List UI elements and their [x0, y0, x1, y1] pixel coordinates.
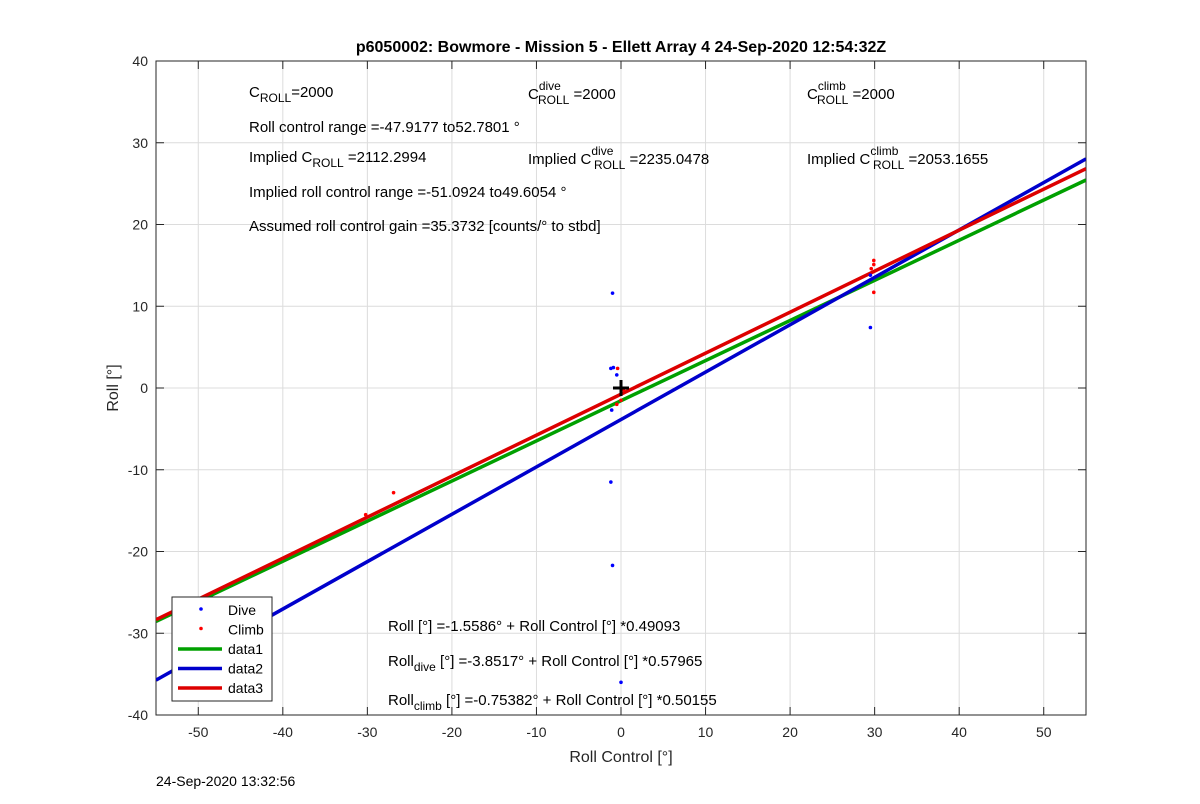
- dive-point: [619, 680, 623, 685]
- c-roll-climb-annotation: Cclimb ROLL =2000: [807, 79, 895, 107]
- x-tick-label: -50: [188, 724, 208, 740]
- legend-climb-swatch: [199, 626, 203, 631]
- x-tick-label: 10: [698, 724, 714, 740]
- origin-marker: [613, 380, 629, 396]
- y-tick-label: 40: [132, 53, 148, 69]
- fit-climb-annotation: Rollclimb [°] =-0.75382° + Roll Control …: [388, 692, 717, 713]
- gain-annotation: Assumed roll control gain =35.3732 [coun…: [249, 218, 601, 235]
- implied-c-roll-climb-annotation: Implied Cclimb ROLL =2053.1655: [807, 144, 988, 172]
- x-tick-label: 40: [951, 724, 967, 740]
- y-tick-label: 20: [132, 217, 148, 233]
- x-tick-label: 50: [1036, 724, 1052, 740]
- climb-point: [619, 398, 623, 403]
- ticks: -50 -40 -30 -20 -10 0 10 20 30 40 50 -40 -30 -20 -10 0 1…: [128, 53, 1086, 740]
- x-tick-label: 30: [867, 724, 883, 740]
- chart-title: p6050002: Bowmore - Mission 5 - Ellett A…: [356, 39, 887, 56]
- y-tick-label: 30: [132, 135, 148, 151]
- fit-dive-annotation: Rolldive [°] =-3.8517° + Roll Control [°…: [388, 653, 702, 674]
- x-tick-label: -30: [357, 724, 377, 740]
- climb-point: [871, 262, 876, 267]
- legend-data1-label: data1: [228, 641, 263, 657]
- legend-data2-label: data2: [228, 661, 263, 677]
- x-tick-label: -10: [526, 724, 546, 740]
- legend-dive-label: Dive: [228, 602, 256, 618]
- dive-point: [611, 365, 616, 370]
- fit-all-annotation: Roll [°] =-1.5586° + Roll Control [°] *0…: [388, 618, 680, 635]
- x-axis-label: Roll Control [°]: [569, 749, 672, 766]
- x-tick-label: 0: [617, 724, 625, 740]
- x-tick-label: -20: [442, 724, 462, 740]
- legend-climb-label: Climb: [228, 622, 264, 638]
- implied-c-roll-annotation: Implied CROLL =2112.2994: [249, 149, 426, 170]
- dive-point: [610, 563, 615, 568]
- y-tick-label: -30: [128, 625, 148, 641]
- y-tick-label: -20: [128, 544, 148, 560]
- implied-range-annotation: Implied roll control range =-51.0924 to4…: [249, 184, 566, 201]
- timestamp: 24-Sep-2020 13:32:56: [156, 773, 296, 789]
- y-tick-label: -10: [128, 462, 148, 478]
- legend: Dive Climb data1 data2 data3: [171, 596, 273, 702]
- dive-point: [614, 373, 619, 377]
- climb-point: [363, 512, 368, 517]
- c-roll-dive-annotation: Cdive ROLL =2000: [528, 79, 616, 107]
- x-tick-label: -40: [273, 724, 293, 740]
- dive-point: [868, 273, 873, 277]
- y-axis-label: Roll [°]: [105, 364, 122, 411]
- climb-point: [615, 366, 620, 371]
- y-tick-label: 0: [140, 380, 148, 396]
- legend-dive-swatch: [199, 607, 203, 611]
- climb-point: [871, 290, 876, 295]
- data-points: [363, 258, 876, 685]
- climb-point: [869, 266, 874, 271]
- dive-point: [610, 291, 615, 295]
- roll-range-annotation: Roll control range =-47.9177 to52.7801 °: [249, 119, 520, 136]
- climb-point: [614, 402, 619, 407]
- climb-point: [391, 490, 396, 495]
- y-tick-label: 10: [132, 298, 148, 314]
- dive-point: [868, 325, 873, 330]
- x-tick-label: 20: [782, 724, 798, 740]
- dive-point: [609, 408, 614, 412]
- implied-c-roll-dive-annotation: Implied Cdive ROLL =2235.0478: [528, 144, 709, 172]
- legend-data3-label: data3: [228, 680, 263, 696]
- dive-point: [609, 480, 613, 484]
- y-tick-label: -40: [128, 707, 148, 723]
- climb-point: [871, 258, 876, 263]
- c-roll-annotation: CROLL=2000: [249, 84, 333, 105]
